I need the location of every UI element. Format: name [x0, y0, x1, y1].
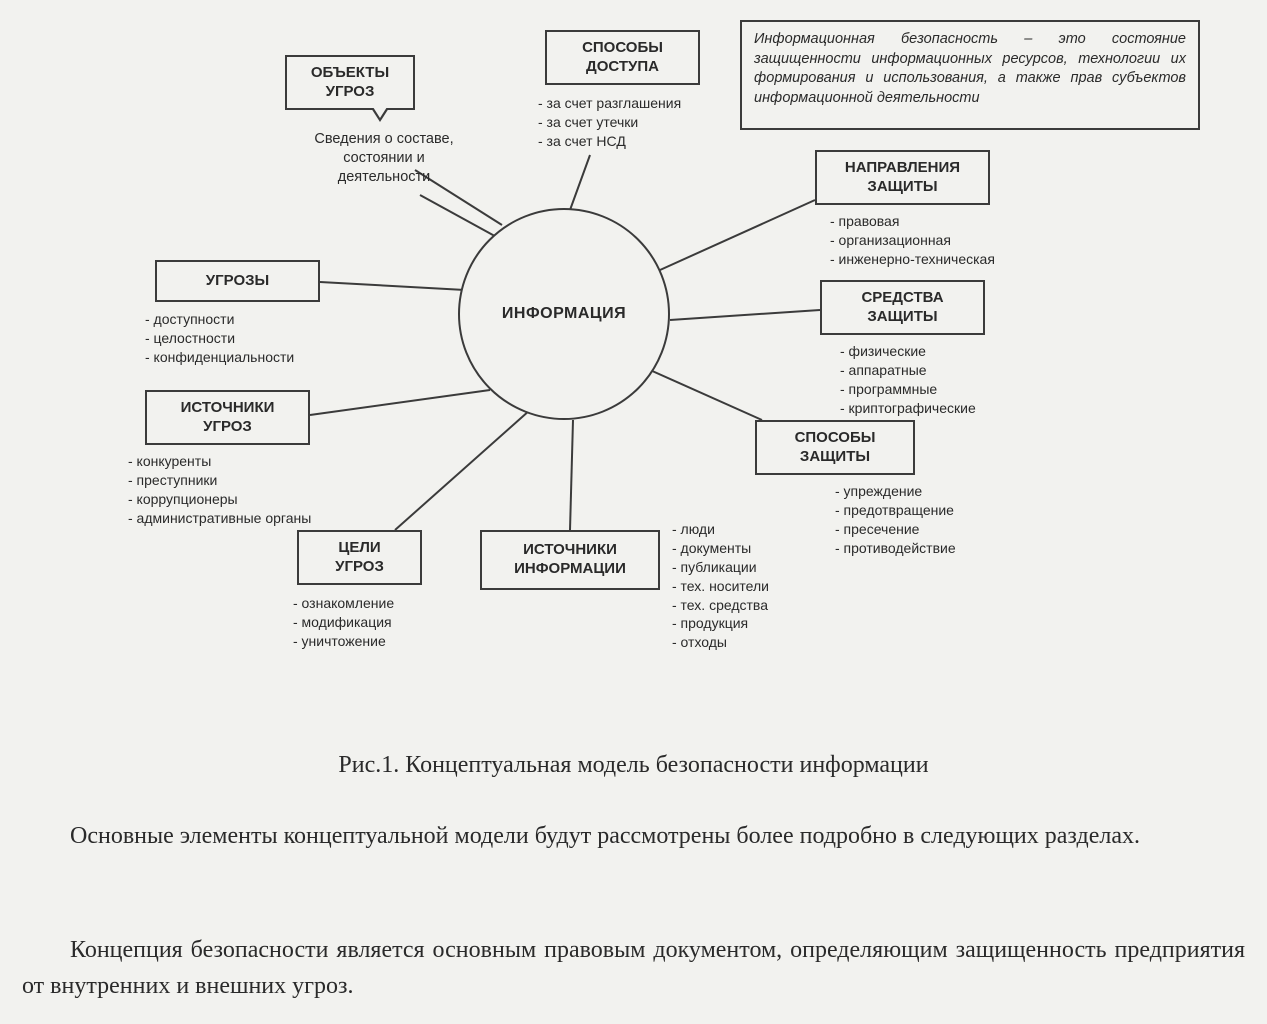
node-directions: НАПРАВЛЕНИЯ ЗАЩИТЫ — [815, 150, 990, 205]
node-sources_info-items: - люди - документы - публикации - тех. н… — [672, 520, 769, 652]
node-methods-title: СПОСОБЫ ЗАЩИТЫ — [795, 429, 876, 467]
node-means-title: СРЕДСТВА ЗАЩИТЫ — [861, 289, 943, 327]
center-node: ИНФОРМАЦИЯ — [458, 208, 670, 420]
paragraph-1-text: Основные элементы концептуальной модели … — [22, 818, 1245, 854]
figure-caption: Рис.1. Концептуальная модель безопасност… — [0, 752, 1267, 779]
center-label: ИНФОРМАЦИЯ — [502, 305, 626, 323]
paragraph-2: Концепция безопасности является основным… — [22, 932, 1245, 1004]
node-directions-items: - правовая - организационная - инженерно… — [830, 212, 995, 269]
node-threats: УГРОЗЫ — [155, 260, 320, 302]
node-sources_threat: ИСТОЧНИКИ УГРОЗ — [145, 390, 310, 445]
concept-diagram: ИНФОРМАЦИЯ Информационная безопасность –… — [0, 0, 1267, 720]
node-means: СРЕДСТВА ЗАЩИТЫ — [820, 280, 985, 335]
node-goals: ЦЕЛИ УГРОЗ — [297, 530, 422, 585]
paragraph-2-text: Концепция безопасности является основным… — [22, 932, 1245, 1004]
node-sources_info: ИСТОЧНИКИ ИНФОРМАЦИИ — [480, 530, 660, 590]
definition-box: Информационная безопасность – это состоя… — [740, 20, 1200, 130]
node-goals-title: ЦЕЛИ УГРОЗ — [335, 539, 384, 577]
figure-caption-text: Рис.1. Концептуальная модель безопасност… — [338, 752, 928, 778]
node-means-items: - физические - аппаратные - программные … — [840, 342, 976, 418]
node-sources_threat-title: ИСТОЧНИКИ УГРОЗ — [181, 399, 275, 437]
node-access: СПОСОБЫ ДОСТУПА — [545, 30, 700, 85]
node-sources_threat-items: - конкуренты - преступники - коррупционе… — [128, 452, 311, 528]
node-directions-title: НАПРАВЛЕНИЯ ЗАЩИТЫ — [845, 159, 960, 197]
node-access-title: СПОСОБЫ ДОСТУПА — [582, 39, 663, 77]
node-goals-items: - ознакомление - модификация - уничтожен… — [293, 594, 394, 651]
node-objects: ОБЪЕКТЫ УГРОЗ — [285, 55, 415, 110]
node-methods: СПОСОБЫ ЗАЩИТЫ — [755, 420, 915, 475]
node-threats-items: - доступности - целостности - конфиденци… — [145, 310, 294, 367]
paragraph-1: Основные элементы концептуальной модели … — [22, 818, 1245, 854]
node-methods-items: - упреждение - предотвращение - пресечен… — [835, 482, 956, 558]
node-sources_info-title: ИСТОЧНИКИ ИНФОРМАЦИИ — [514, 541, 626, 579]
node-objects-sublabel: Сведения о составе, состоянии и деятельн… — [284, 130, 484, 187]
definition-text: Информационная безопасность – это состоя… — [754, 31, 1186, 106]
node-access-items: - за счет разглашения - за счет утечки -… — [538, 94, 681, 151]
node-objects-title: ОБЪЕКТЫ УГРОЗ — [311, 64, 389, 102]
node-threats-title: УГРОЗЫ — [206, 272, 269, 291]
